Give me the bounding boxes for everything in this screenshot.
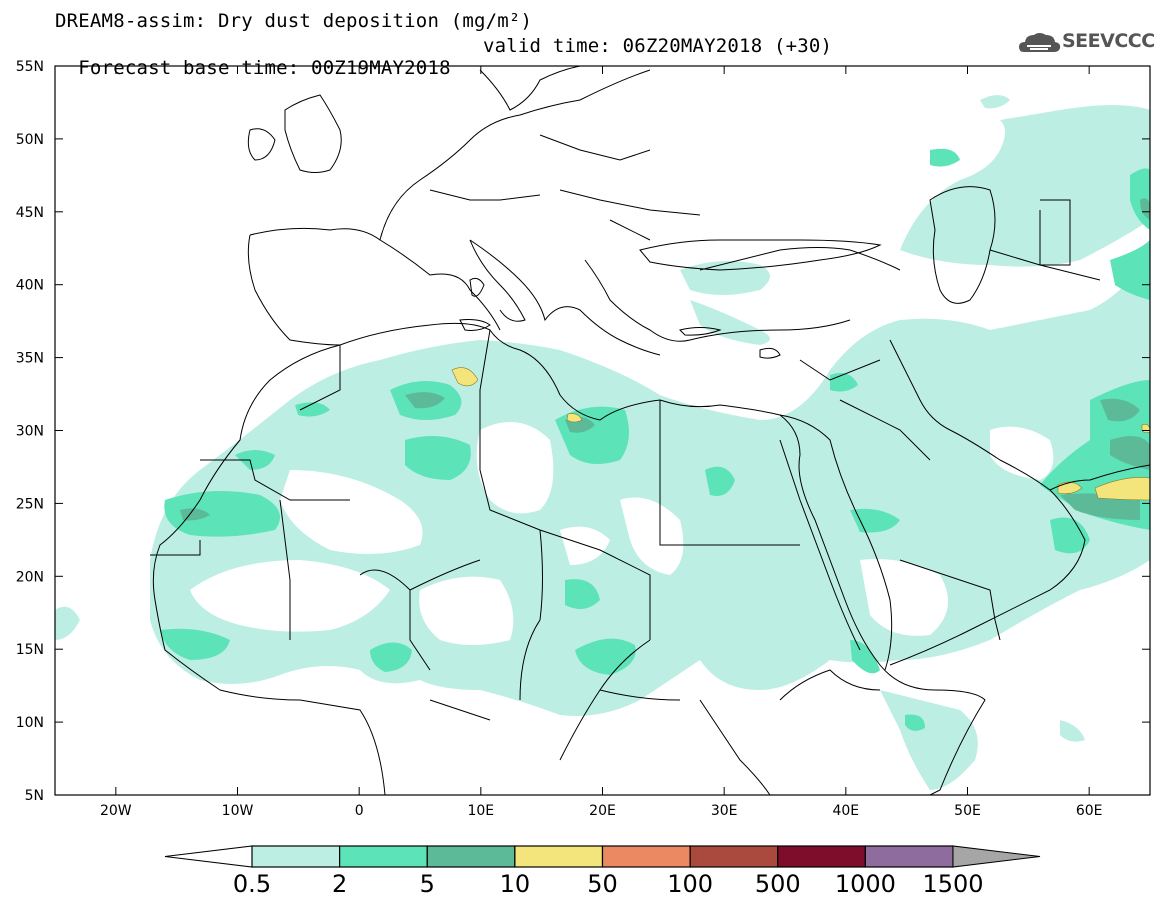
- colorbar-segment: [339, 845, 428, 868]
- lon-tick-label: 20W: [100, 803, 132, 819]
- logo-text: SEEVCCC: [1062, 30, 1155, 52]
- lon-tick-label: 10E: [467, 803, 494, 819]
- lon-tick-label: 30E: [711, 803, 738, 819]
- lon-tick-label: 50E: [954, 803, 981, 819]
- forecast-base-time: Forecast base time: 00Z19MAY2018: [78, 57, 451, 79]
- axis-ticks: 20W 10W 0 10E 20E 30E 40E 50E 60E 55N 50N 45N 40N 35N…: [16, 59, 1150, 819]
- lat-tick-label: 40N: [16, 278, 44, 294]
- colorbar-segment: [514, 845, 604, 868]
- colorbar-segment: [426, 845, 516, 868]
- lat-tick-label: 45N: [16, 205, 44, 221]
- time-line: Forecast base time: 00Z19MAY2018 valid t…: [55, 35, 832, 101]
- map-title: DREAM8-assim: Dry dust deposition (mg/m²…: [55, 10, 533, 32]
- colorbar-label: 500: [754, 870, 801, 898]
- lat-tick-label: 30N: [16, 424, 44, 440]
- lon-tick-label: 0: [355, 803, 364, 819]
- colorbar-label: 2: [331, 870, 348, 898]
- lat-tick-label: 50N: [16, 132, 44, 148]
- lat-tick-label: 20N: [16, 569, 44, 585]
- colorbar-segment: [864, 845, 954, 868]
- colorbar-high-arrow: [952, 845, 1041, 868]
- colorbar-segment: [689, 845, 779, 868]
- colorbar-label: 1500: [922, 870, 984, 898]
- colorbar-label: 100: [667, 870, 714, 898]
- colorbar-segment: [251, 845, 341, 868]
- dust-field-layer: [55, 95, 1150, 790]
- colorbar-label: 5: [419, 870, 435, 898]
- colorbar-segment: [601, 845, 691, 868]
- colorbar-label: 10: [499, 870, 531, 898]
- lat-tick-label: 25N: [16, 496, 44, 512]
- lat-tick-label: 15N: [16, 642, 44, 658]
- lon-tick-label: 60E: [1076, 803, 1103, 819]
- lon-tick-label: 10W: [222, 803, 254, 819]
- valid-time: valid time: 06Z20MAY2018 (+30): [483, 35, 833, 57]
- colorbar-segment: [777, 845, 866, 868]
- colorbar-label: 50: [587, 870, 618, 898]
- lat-tick-label: 5N: [25, 788, 44, 804]
- lat-tick-label: 55N: [16, 59, 44, 75]
- colorbar-label: 1000: [834, 870, 896, 898]
- colorbar: [164, 845, 1041, 868]
- colorbar-low-arrow: [164, 845, 253, 868]
- lat-tick-label: 10N: [16, 715, 44, 731]
- lon-tick-label: 40E: [832, 803, 859, 819]
- lat-tick-label: 35N: [16, 351, 44, 367]
- colorbar-label: 0.5: [232, 870, 272, 898]
- coastline-layer: [150, 66, 1150, 795]
- cloud-icon: [1019, 33, 1061, 52]
- lon-tick-label: 20E: [589, 803, 616, 819]
